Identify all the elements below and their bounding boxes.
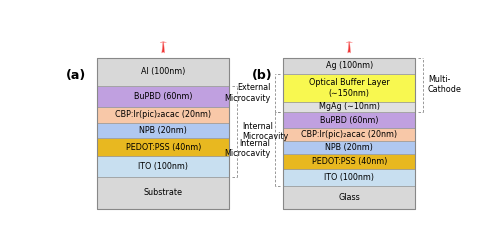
Bar [284,112,415,128]
Bar [98,156,229,177]
Bar [284,58,415,209]
Text: Substrate: Substrate [144,188,183,197]
Text: Internal
Microcavity: Internal Microcavity [242,122,288,141]
Bar [284,186,415,209]
Bar [284,141,415,155]
Bar [98,123,229,138]
Bar [284,74,415,102]
Bar [98,177,229,209]
Text: NPB (20nm): NPB (20nm) [326,143,373,152]
Text: PEDOT:PSS (40nm): PEDOT:PSS (40nm) [126,143,201,152]
Bar [98,58,229,209]
Text: (b): (b) [252,69,272,82]
Text: Multi-
Cathode: Multi- Cathode [428,75,462,95]
Text: MgAg (∼10nm): MgAg (∼10nm) [319,102,380,111]
Text: BuPBD (60nm): BuPBD (60nm) [320,116,378,124]
Bar [98,58,229,86]
Text: CBP:Ir(pic)₂acac (20nm): CBP:Ir(pic)₂acac (20nm) [115,110,212,119]
Text: External
Microcavity: External Microcavity [224,83,270,103]
Text: Al (100nm): Al (100nm) [141,67,186,76]
Text: Glass: Glass [338,193,360,202]
Text: NPB (20nm): NPB (20nm) [140,126,187,135]
Bar [98,107,229,123]
Text: Optical Buffer Layer
(∼150nm): Optical Buffer Layer (∼150nm) [309,78,390,98]
Text: ITO (100nm): ITO (100nm) [324,173,374,182]
Bar [284,169,415,186]
Bar [284,128,415,141]
Text: Ag (100nm): Ag (100nm) [326,61,373,70]
Text: ITO (100nm): ITO (100nm) [138,162,188,171]
Bar [98,86,229,107]
Text: CBP:Ir(pic)₂acac (20nm): CBP:Ir(pic)₂acac (20nm) [301,130,398,139]
Bar [284,155,415,169]
Bar [98,138,229,156]
Text: (a): (a) [66,69,86,82]
Bar [284,102,415,112]
Text: BuPBD (60nm): BuPBD (60nm) [134,92,192,101]
Text: PEDOT:PSS (40nm): PEDOT:PSS (40nm) [312,157,387,166]
Bar [284,58,415,74]
Text: Internal
Microcavity: Internal Microcavity [224,139,270,159]
